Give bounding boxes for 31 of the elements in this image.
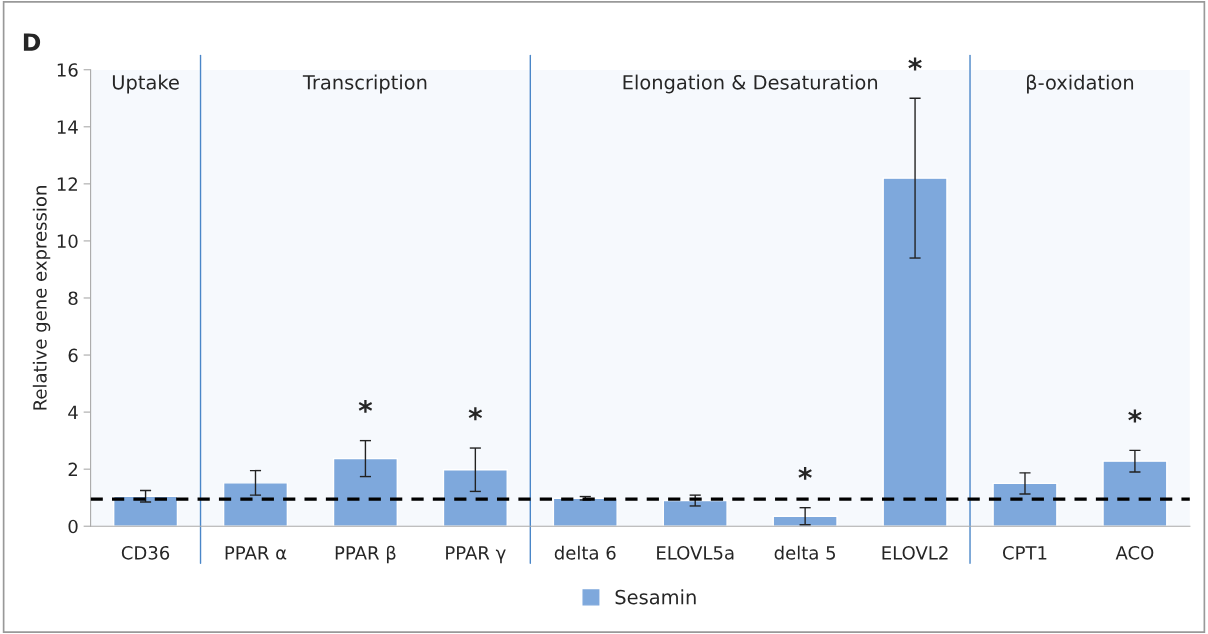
y-axis-title: Relative gene expression bbox=[32, 186, 51, 410]
annotation: * bbox=[468, 407, 483, 421]
y-tick-label: 4 bbox=[68, 405, 78, 419]
y-tick-label: 16 bbox=[57, 63, 78, 77]
x-tick-label: CPT1 bbox=[1003, 545, 1047, 560]
x-tick-label: ACO bbox=[1115, 545, 1154, 560]
y-tick-label: 0 bbox=[68, 519, 78, 534]
text: D bbox=[23, 33, 41, 51]
y-tick-label: 6 bbox=[68, 348, 78, 363]
y-tick-label: 8 bbox=[68, 291, 78, 306]
y-tick-label: 14 bbox=[57, 120, 78, 134]
x-tick-label: delta 5 bbox=[774, 545, 836, 560]
x-tick-label: ELOVL5a bbox=[657, 545, 734, 560]
band-label: Elongation & Desaturation bbox=[623, 74, 878, 94]
x-tick-label: ELOVL2 bbox=[882, 545, 948, 560]
y-tick-label: 12 bbox=[57, 177, 77, 191]
band-label: Uptake bbox=[112, 74, 179, 94]
y-tick-label: 10 bbox=[57, 234, 78, 249]
annotation: * bbox=[358, 399, 373, 413]
annotation: * bbox=[1128, 409, 1142, 423]
y-tick-label: 2 bbox=[68, 462, 77, 477]
legend-label: Sesamin bbox=[615, 589, 696, 605]
x-tick-label: PPAR γ bbox=[446, 546, 506, 564]
x-tick-label: CD36 bbox=[121, 545, 170, 560]
annotation: * bbox=[908, 57, 922, 71]
band-label: Transcription bbox=[302, 74, 427, 94]
x-tick-label: delta 6 bbox=[554, 545, 616, 560]
annotation: * bbox=[798, 466, 812, 480]
band-label: β-oxidation bbox=[1027, 74, 1134, 94]
x-tick-label: PPAR β bbox=[335, 545, 396, 564]
x-tick-label: PPAR α bbox=[225, 546, 287, 560]
